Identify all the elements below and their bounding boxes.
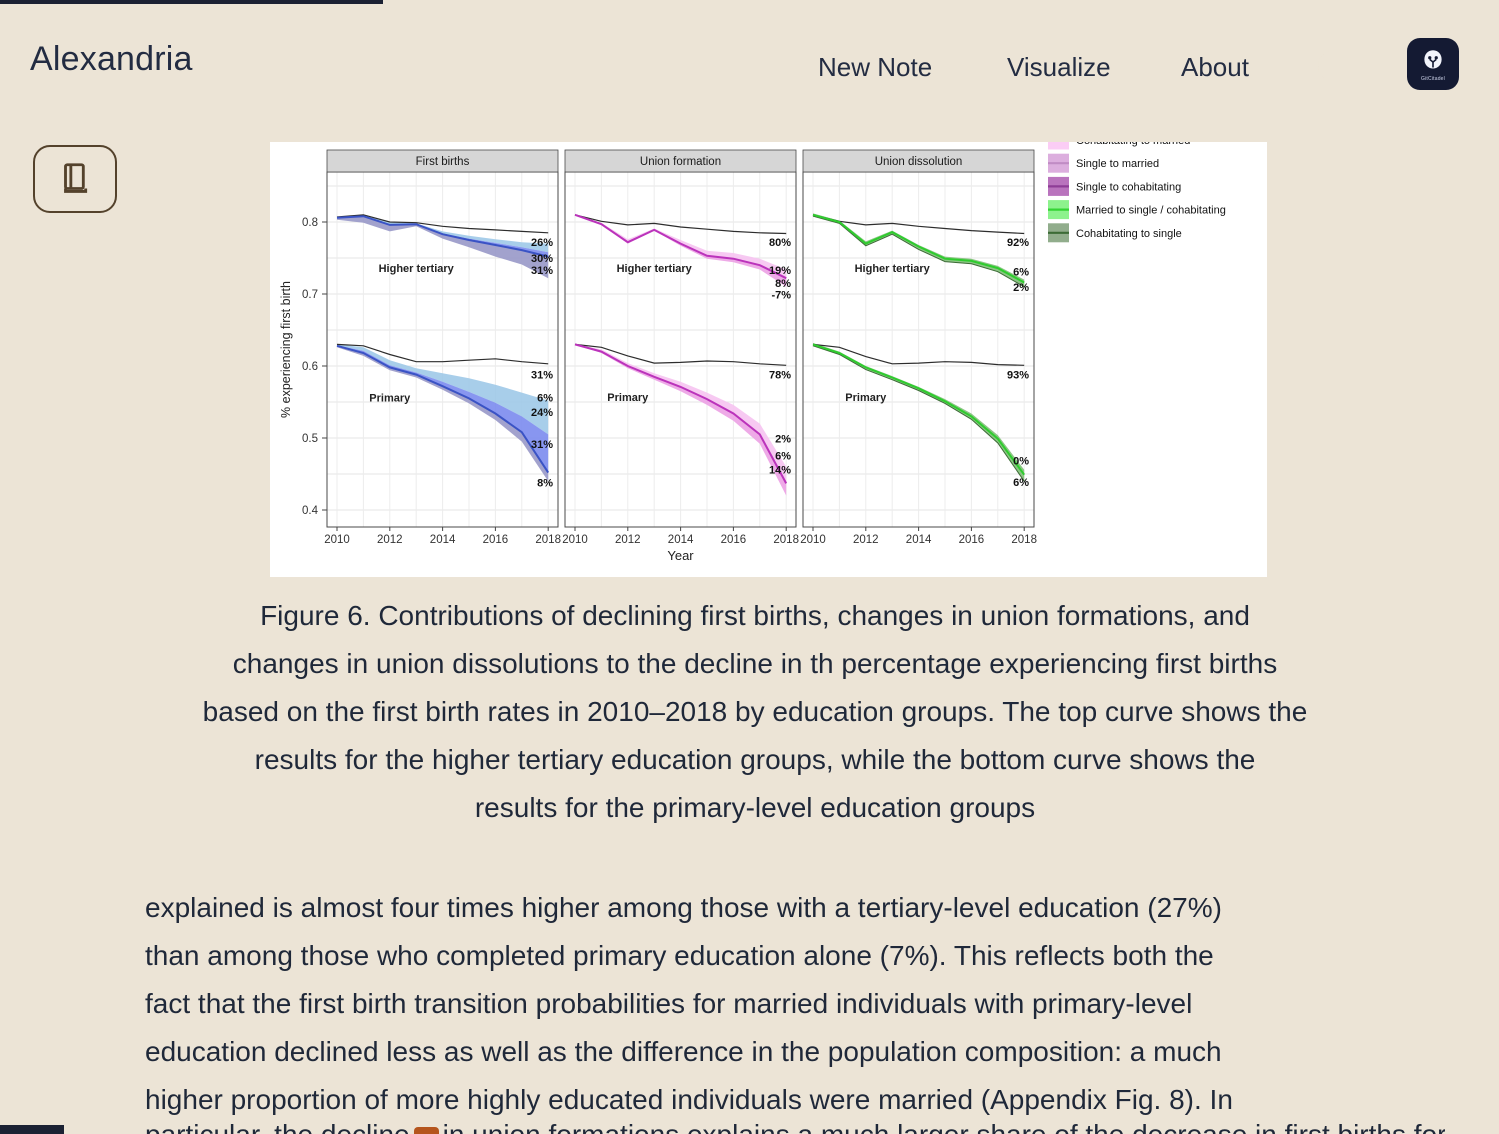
nav-visualize[interactable]: Visualize (1007, 51, 1111, 82)
svg-text:14%: 14% (769, 465, 791, 477)
panel-union-dissolution: Higher tertiary 92% 6% 2% Primary 0% 93% 6% Unio… (800, 149, 1037, 546)
panel-union-formation: Higher tertiary 80% 19%8%-7% Primary 78% 2% 6%… (562, 149, 799, 546)
article-line: fact that the first birth transition pro… (145, 988, 1193, 1019)
svg-text:92%: 92% (1007, 237, 1029, 249)
article-line: explained is almost four times higher am… (145, 892, 1222, 923)
svg-text:Cohabitating to married: Cohabitating to married (1076, 142, 1190, 147)
svg-text:Primary: Primary (607, 392, 649, 404)
figure-svg: 0.4 0.5 0.6 0.7 0.8 % experiencing first birt… (279, 130, 1226, 563)
nav-about[interactable]: About (1181, 51, 1249, 82)
svg-text:% experiencing first birth: % experiencing first birth (279, 281, 293, 418)
y-axis: 0.4 0.5 0.6 0.7 0.8 % experiencing first birt… (279, 217, 327, 517)
svg-text:0.8: 0.8 (302, 217, 318, 229)
partial-text: particular, the decline (145, 1120, 410, 1134)
svg-text:0.4: 0.4 (302, 505, 319, 517)
svg-text:2%: 2% (1013, 282, 1029, 294)
svg-text:2012: 2012 (377, 534, 403, 546)
svg-text:26%: 26% (531, 237, 553, 249)
book-icon (64, 163, 88, 193)
svg-text:Union dissolution: Union dissolution (875, 156, 963, 168)
svg-text:2014: 2014 (906, 534, 932, 546)
svg-text:31%: 31% (531, 439, 553, 451)
svg-text:2010: 2010 (800, 534, 826, 546)
caption-line: changes in union dissolutions to the dec… (232, 648, 1278, 679)
svg-text:93%: 93% (1007, 370, 1029, 382)
svg-text:2014: 2014 (668, 534, 694, 546)
caption-line: results for the higher tertiary educatio… (254, 744, 1256, 775)
svg-text:2016: 2016 (483, 534, 509, 546)
svg-text:78%: 78% (769, 370, 791, 382)
svg-text:31%: 31% (531, 370, 553, 382)
moon-icon (1317, 50, 1333, 81)
figure-caption: Figure 6. Contributions of declining fir… (115, 592, 1395, 832)
partial-text: in union formations explains a much larg… (443, 1120, 1445, 1134)
svg-text:2016: 2016 (721, 534, 747, 546)
svg-text:2010: 2010 (324, 534, 350, 546)
svg-text:First births: First births (416, 156, 470, 168)
caption-line: Figure 6. Contributions of declining fir… (260, 600, 1250, 631)
caption-line: based on the first birth rates in 2010–2… (202, 696, 1308, 727)
app-brand[interactable]: Alexandria (30, 40, 193, 78)
svg-text:80%: 80% (769, 237, 791, 249)
svg-text:2018: 2018 (1011, 534, 1037, 546)
svg-text:-7%: -7% (771, 290, 791, 302)
bottom-edge-strip (0, 1125, 64, 1134)
svg-text:6%: 6% (1013, 477, 1029, 489)
svg-text:6%: 6% (1013, 267, 1029, 279)
article-text: explained is almost four times higher am… (145, 884, 1397, 1124)
svg-text:Single to cohabitating: Single to cohabitating (1076, 181, 1181, 193)
svg-text:8%: 8% (537, 478, 553, 490)
nav-new-note[interactable]: New Note (818, 51, 933, 82)
svg-text:30%: 30% (531, 253, 553, 265)
svg-text:Union formation: Union formation (640, 156, 721, 168)
inline-orange-chip[interactable] (413, 1127, 439, 1134)
reader-mode-button[interactable] (33, 145, 117, 213)
gitcitadel-badge[interactable]: GitCitadel (1407, 38, 1459, 90)
svg-text:2016: 2016 (959, 534, 985, 546)
chart-legend: Cohabitating to married Single to married… (1048, 130, 1226, 243)
svg-text:0.6: 0.6 (302, 361, 318, 373)
main-nav: New Note Visualize About GitCitadel (818, 38, 1459, 90)
svg-text:2012: 2012 (615, 534, 641, 546)
svg-text:2014: 2014 (430, 534, 456, 546)
svg-text:2%: 2% (775, 434, 791, 446)
article-line: than among those who completed primary e… (145, 940, 1214, 971)
gitcitadel-logo-icon (1424, 49, 1442, 69)
svg-text:Higher tertiary: Higher tertiary (379, 263, 455, 275)
svg-text:0.5: 0.5 (302, 433, 318, 445)
svg-text:2018: 2018 (535, 534, 561, 546)
panel-first-births: Higher tertiary26%30%31%Primary31%6%24%3… (324, 149, 561, 546)
svg-text:6%: 6% (537, 393, 553, 405)
svg-text:2012: 2012 (853, 534, 879, 546)
svg-text:6%: 6% (775, 450, 791, 462)
svg-text:Married to single / cohabitati: Married to single / cohabitating (1076, 205, 1226, 217)
top-edge-strip (0, 0, 383, 4)
svg-text:19%: 19% (769, 265, 791, 277)
svg-text:Cohabitating to single: Cohabitating to single (1076, 228, 1182, 240)
svg-text:Primary: Primary (845, 392, 887, 404)
svg-text:Primary: Primary (369, 393, 411, 405)
article-line: education declined less as well as the d… (145, 1036, 1222, 1067)
theme-toggle[interactable] (1311, 47, 1407, 88)
svg-text:Higher tertiary: Higher tertiary (617, 263, 693, 275)
svg-text:31%: 31% (531, 265, 553, 277)
svg-text:0.7: 0.7 (302, 289, 318, 301)
svg-text:0%: 0% (1013, 455, 1029, 467)
article-partial-line: particular, the decline in union formatio… (145, 1120, 1445, 1134)
svg-text:Year: Year (667, 548, 694, 563)
badge-label: GitCitadel (1421, 75, 1445, 82)
article-line: higher proportion of more highly educate… (145, 1084, 1233, 1115)
caption-line: results for the primary-level education … (474, 792, 1036, 823)
svg-text:Single to married: Single to married (1076, 158, 1159, 170)
svg-text:2018: 2018 (773, 534, 799, 546)
figure-image: 0.4 0.5 0.6 0.7 0.8 % experiencing first birt… (270, 130, 1267, 577)
svg-text:2010: 2010 (562, 534, 588, 546)
svg-text:24%: 24% (531, 407, 553, 419)
svg-text:8%: 8% (775, 278, 791, 290)
svg-text:Higher tertiary: Higher tertiary (855, 263, 931, 275)
